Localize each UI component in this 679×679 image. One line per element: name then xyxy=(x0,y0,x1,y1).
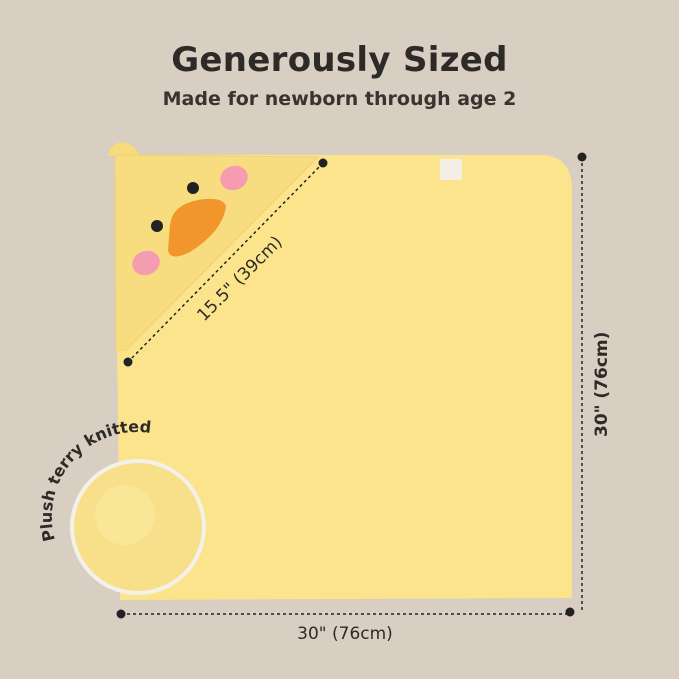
dimension-dot xyxy=(116,609,126,619)
page-subtitle: Made for newborn through age 2 xyxy=(162,88,517,110)
towel xyxy=(115,155,572,600)
dimension-dot xyxy=(318,158,328,168)
duck-cheek-icon xyxy=(220,165,248,191)
duck-ear xyxy=(108,142,140,156)
duck-eye-icon xyxy=(187,182,199,194)
brand-tag xyxy=(440,159,462,180)
duck-beak-icon xyxy=(168,198,226,257)
duck-eye-icon xyxy=(151,220,163,232)
towel-hood xyxy=(114,154,320,351)
hood-dimension-line xyxy=(127,162,324,363)
duck-cheek-icon xyxy=(132,250,160,276)
fabric-texture xyxy=(95,485,155,545)
page-title: Generously Sized xyxy=(171,40,508,80)
width-dimension-label: 30" (76cm) xyxy=(297,624,393,644)
height-dimension-label: 30" (76cm) xyxy=(592,332,612,437)
dimension-dot xyxy=(577,152,587,162)
dimension-dot xyxy=(565,607,575,617)
dimension-dot xyxy=(123,357,133,367)
